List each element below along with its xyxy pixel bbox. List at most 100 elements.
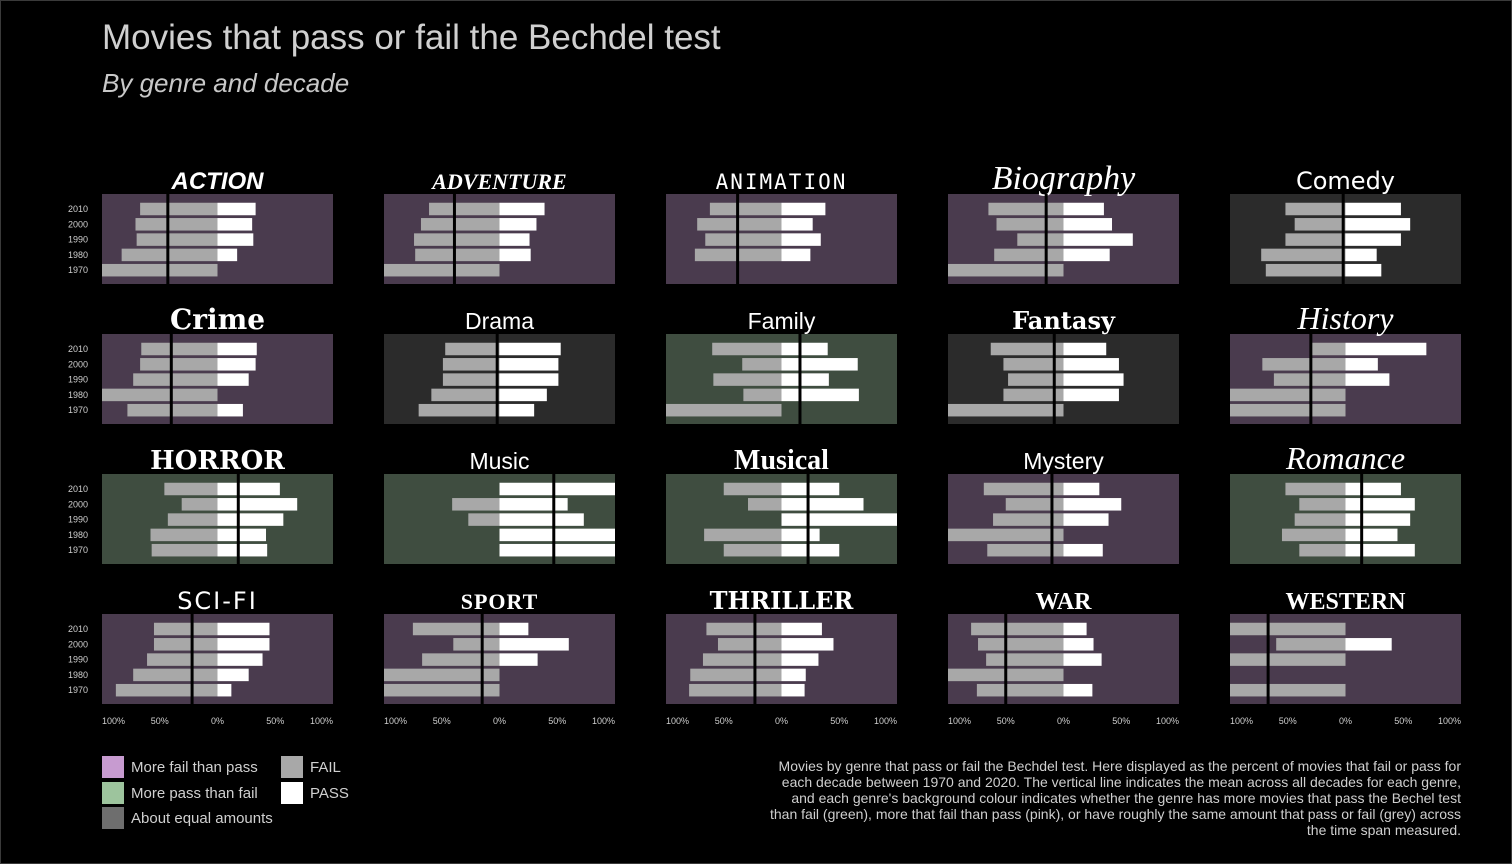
- bar-fail-comedy-1990: [1285, 233, 1346, 246]
- bar-fail-war-1990: [986, 653, 1064, 666]
- legend-swatch-pass: [281, 782, 303, 804]
- bar-fail-fantasy-2010: [990, 342, 1064, 356]
- bar-fail-music-1990: [468, 513, 500, 526]
- bar-fail-thriller-2000: [717, 638, 782, 651]
- bar-fail-mystery-2010: [983, 482, 1064, 496]
- bar-pass-romance-2000: [1345, 498, 1415, 511]
- facet-title-mystery: Mystery: [1023, 448, 1104, 474]
- bar-pass-crime-1990: [217, 373, 249, 386]
- bar-fail-war-2000: [978, 638, 1064, 651]
- bar-pass-action-1980: [217, 248, 238, 262]
- bar-pass-comedy-2010: [1345, 202, 1401, 216]
- bar-fail-mystery-1970: [987, 543, 1064, 557]
- bar-fail-thriller-1980: [690, 668, 782, 682]
- bar-fail-animation-2010: [709, 202, 782, 216]
- bar-fail-fantasy-2000: [1003, 358, 1064, 371]
- legend-item-fail: FAIL: [281, 756, 341, 778]
- x-tick-label-sci-fi-1: 50%: [151, 716, 169, 726]
- facet-title-musical: Musical: [734, 445, 829, 476]
- bar-pass-history-1990: [1345, 373, 1390, 386]
- decade-label-2000-row4: 2000: [68, 639, 88, 649]
- bar-fail-adventure-1970: [384, 263, 500, 277]
- bar-fail-horror-1990: [167, 513, 218, 526]
- facet-crime: Crime 2010 2000 1990 1980 1970: [68, 303, 333, 424]
- bar-pass-horror-1970: [217, 543, 268, 557]
- bar-fail-thriller-2010: [706, 622, 782, 636]
- bar-fail-romance-2000: [1299, 498, 1346, 511]
- facet-sport: SPORT 100% 50% 0% 50% 100%: [384, 589, 615, 726]
- bar-pass-family-2000: [781, 358, 858, 371]
- x-tick-label-sport-1: 50%: [433, 716, 451, 726]
- facet-title-action: ACTION: [171, 168, 265, 195]
- x-tick-label-western-4: 100%: [1438, 716, 1461, 726]
- bar-fail-action-1970: [102, 263, 218, 277]
- legend-item-more-fail: More fail than pass: [102, 756, 258, 778]
- legend-item-pass: PASS: [281, 782, 349, 804]
- bar-fail-biography-1990: [1017, 233, 1064, 246]
- bar-fail-sport-1970: [384, 683, 500, 697]
- decade-label-1970-row4: 1970: [68, 685, 88, 695]
- decade-label-1980-row2: 1980: [68, 390, 88, 400]
- bar-fail-war-2010: [971, 622, 1064, 636]
- bar-fail-fantasy-1970: [948, 403, 1064, 417]
- facet-horror: HORROR 2010 2000 1990 1980 1970: [68, 446, 333, 564]
- bar-pass-action-2000: [217, 218, 253, 231]
- bar-fail-drama-2000: [442, 358, 500, 371]
- bar-fail-family-2000: [742, 358, 782, 371]
- bar-fail-war-1970: [976, 683, 1064, 697]
- decade-label-1970-row1: 1970: [68, 265, 88, 275]
- bar-fail-action-2000: [135, 218, 218, 231]
- x-tick-label-thriller-2: 0%: [775, 716, 788, 726]
- facet-title-animation: ANIMATION: [716, 170, 848, 194]
- bar-pass-war-2000: [1063, 638, 1094, 651]
- bar-pass-action-1990: [217, 233, 254, 246]
- bar-pass-biography-1980: [1063, 248, 1110, 262]
- facet-animation: ANIMATION: [666, 170, 897, 284]
- bar-pass-comedy-2000: [1345, 218, 1411, 231]
- x-tick-label-sci-fi-4: 100%: [310, 716, 333, 726]
- bar-fail-horror-2000: [181, 498, 218, 511]
- x-tick-label-sci-fi-2: 0%: [211, 716, 224, 726]
- facet-title-romance: Romance: [1285, 440, 1405, 476]
- facet-title-adventure: ADVENTURE: [430, 169, 566, 194]
- bar-pass-thriller-1980: [781, 668, 806, 682]
- x-tick-label-thriller-4: 100%: [874, 716, 897, 726]
- x-tick-label-western-0: 100%: [1230, 716, 1253, 726]
- bar-pass-fantasy-2000: [1063, 358, 1119, 371]
- x-tick-label-war-1: 50%: [997, 716, 1015, 726]
- bar-fail-thriller-1990: [702, 653, 782, 666]
- facet-title-history: History: [1297, 300, 1395, 336]
- decade-label-1980-row4: 1980: [68, 670, 88, 680]
- bar-pass-family-1990: [781, 373, 829, 386]
- facet-history: History: [1230, 300, 1461, 424]
- bar-pass-sci-fi-1980: [217, 668, 249, 682]
- bar-pass-animation-2000: [781, 218, 813, 231]
- bar-fail-history-1970: [1230, 403, 1346, 417]
- decade-label-2010-row4: 2010: [68, 624, 88, 634]
- bar-pass-history-2010: [1345, 342, 1427, 356]
- bar-fail-musical-1970: [723, 543, 782, 557]
- bar-pass-drama-1980: [499, 388, 547, 402]
- bar-pass-mystery-1990: [1063, 513, 1109, 526]
- bar-pass-music-1970: [499, 543, 615, 557]
- bar-fail-family-2010: [712, 342, 782, 356]
- bar-fail-mystery-1980: [948, 528, 1064, 542]
- bar-pass-biography-2000: [1063, 218, 1113, 231]
- bar-fail-fantasy-1980: [1003, 388, 1064, 402]
- bar-pass-drama-2000: [499, 358, 559, 371]
- facet-drama: Drama: [384, 308, 615, 424]
- bar-pass-thriller-2010: [781, 622, 822, 636]
- bar-fail-family-1990: [713, 373, 782, 386]
- bar-fail-music-2000: [452, 498, 500, 511]
- bar-pass-sci-fi-1990: [217, 653, 263, 666]
- bar-fail-horror-1970: [151, 543, 218, 557]
- x-tick-label-sci-fi-0: 100%: [102, 716, 125, 726]
- legend-swatch-fail: [281, 756, 303, 778]
- bar-fail-family-1970: [666, 403, 782, 417]
- decade-label-1970-row2: 1970: [68, 405, 88, 415]
- facet-comedy: Comedy: [1230, 167, 1461, 284]
- bar-fail-crime-2010: [141, 342, 218, 356]
- bar-pass-sci-fi-2010: [217, 622, 270, 636]
- facet-title-music: Music: [469, 448, 529, 474]
- facet-title-horror: HORROR: [150, 446, 285, 476]
